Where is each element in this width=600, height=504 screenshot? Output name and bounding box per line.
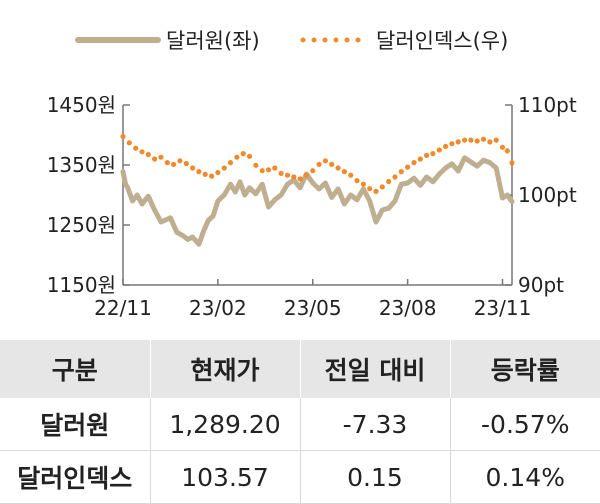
series-dxy-point	[424, 152, 430, 158]
series-usdkrw-line	[120, 155, 515, 247]
series-dxy-point	[316, 161, 322, 167]
cell-daily-change: 0.15	[300, 450, 451, 504]
series-dxy-point	[272, 165, 278, 171]
series-dxy-point	[126, 140, 132, 146]
series-dxy-point	[405, 164, 411, 170]
series-dxy-point	[145, 151, 151, 158]
series-dxy-point	[246, 153, 253, 159]
row-label: 달러인덱스	[0, 450, 151, 504]
series-dxy-point	[474, 138, 480, 144]
series-dxy-point	[284, 172, 291, 178]
series-dxy-point	[278, 170, 284, 176]
series-dxy-point	[291, 174, 297, 180]
series-dxy-point	[158, 154, 164, 160]
series-dxy-point	[297, 176, 303, 182]
chart-axes	[122, 104, 513, 286]
series-dxy-point	[234, 154, 240, 160]
x-tick-label: 23/05	[284, 296, 342, 320]
series-dxy-point	[215, 169, 221, 176]
series-dxy-point	[379, 184, 385, 190]
series-dxy-point	[202, 171, 208, 177]
series-dxy-point	[417, 156, 423, 162]
series-dxy-point	[487, 139, 493, 145]
x-tick-label: 23/08	[379, 296, 437, 320]
tick-labels: 1450원 1350원 1250원 1150원 110pt 100pt 90pt 22/11 2…	[47, 93, 577, 320]
series-dxy-point	[341, 169, 347, 175]
series-dxy-point	[436, 147, 442, 153]
series-dxy-point	[221, 165, 227, 171]
series-dxy-point	[392, 174, 398, 180]
series-dxy-point	[386, 178, 392, 185]
series-dxy-point	[480, 136, 487, 142]
table-header-row: 구분 현재가 전일 대비 등락률	[0, 340, 600, 398]
series-dxy-point	[329, 161, 335, 167]
header-current-price: 현재가	[150, 340, 301, 398]
series-dxy-point	[120, 133, 126, 140]
series-dxy-point	[303, 172, 309, 178]
series-dxy-point	[152, 156, 158, 162]
series-dxy-point	[240, 151, 246, 157]
cell-change-rate: -0.57%	[450, 398, 600, 451]
x-tick-label: 23/11	[474, 296, 532, 320]
header-daily-change: 전일 대비	[300, 340, 451, 398]
series-dxy-point	[449, 141, 455, 147]
x-tick-label: 22/11	[94, 296, 152, 320]
series-dxy-point	[196, 169, 202, 175]
fx-quote-table: 구분 현재가 전일 대비 등락률 달러원 1,289.20 -7.33 -0.5…	[0, 340, 600, 504]
legend-label-dxy: 달러인덱스(우)	[376, 29, 508, 53]
left-tick-label: 1250원	[47, 213, 116, 237]
series-dxy-point	[430, 151, 436, 157]
fx-chart: 달러원(좌) 달러인덱스(우) 1450원 1350원 1250원 1150원 110p…	[47, 29, 577, 320]
header-category: 구분	[0, 340, 151, 398]
x-tick-label: 23/02	[189, 296, 247, 320]
legend-label-usdkrw: 달러원(좌)	[166, 29, 260, 53]
series-dxy-point	[209, 173, 215, 179]
series-dxy-point	[411, 160, 417, 166]
series-dxy-point	[183, 160, 189, 167]
table-row: 달러원 1,289.20 -7.33 -0.57%	[0, 398, 600, 451]
cell-daily-change: -7.33	[300, 398, 451, 451]
series-dxy-point	[164, 160, 170, 166]
series-dxy-point	[462, 137, 468, 143]
header-change-rate: 등락률	[450, 340, 600, 398]
series-dxy-point	[227, 160, 234, 166]
series-dxy-point	[259, 168, 265, 174]
series-dxy-point	[177, 158, 183, 164]
cell-current-price: 103.57	[150, 450, 301, 504]
series-dxy-point	[354, 178, 360, 184]
left-tick-label: 1450원	[47, 93, 116, 117]
series-dxy-point	[367, 186, 373, 192]
series-dxy-point	[499, 144, 506, 150]
table-row: 달러인덱스 103.57 0.15 0.14%	[0, 450, 600, 504]
series-dxy-point	[322, 158, 328, 164]
cell-current-price: 1,289.20	[150, 398, 301, 451]
series-dxy-point	[398, 169, 404, 175]
series-dxy-point	[139, 149, 145, 155]
series-dxy-point	[493, 137, 499, 143]
series-dxy-point	[171, 161, 177, 167]
series-dxy-point	[443, 143, 449, 149]
left-tick-label: 1350원	[47, 153, 116, 177]
chart-legend: 달러원(좌) 달러인덱스(우)	[75, 29, 508, 53]
row-label: 달러원	[0, 398, 151, 451]
plot-area	[120, 133, 515, 247]
right-tick-label: 100pt	[518, 183, 577, 207]
cell-change-rate: 0.14%	[450, 450, 600, 504]
series-dxy-point	[133, 145, 139, 151]
series-dxy-point	[373, 188, 379, 194]
series-dxy-point	[504, 148, 510, 154]
series-dxy-point	[509, 160, 515, 166]
right-tick-label: 90pt	[518, 273, 564, 297]
series-dxy-point	[455, 139, 461, 145]
series-dxy-point	[265, 167, 272, 173]
series-dxy-point	[310, 168, 316, 174]
series-dxy-point	[468, 137, 474, 143]
series-dxy-point	[253, 162, 259, 168]
series-dxy-point	[190, 165, 196, 171]
series-dxy-point	[348, 172, 354, 178]
right-tick-label: 110pt	[518, 93, 577, 117]
left-tick-label: 1150원	[47, 273, 116, 297]
series-dxy-point	[335, 165, 341, 171]
series-dxy-point	[360, 181, 366, 187]
